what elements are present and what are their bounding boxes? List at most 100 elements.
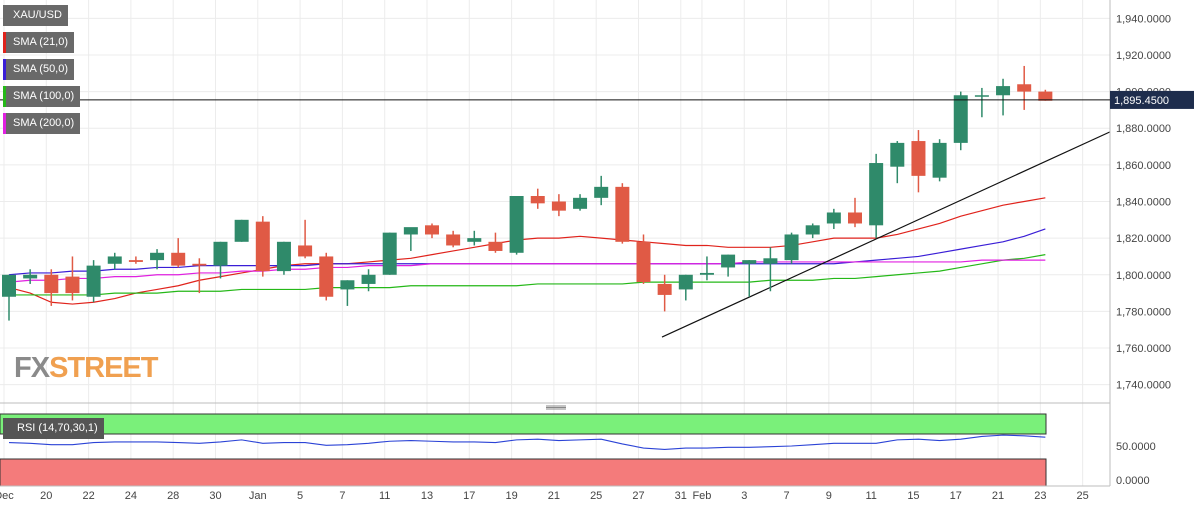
candle	[890, 141, 905, 184]
sma-line	[9, 254, 1046, 296]
x-tick-label: 25	[1077, 490, 1089, 502]
candle	[869, 153, 884, 239]
rsi-oversold-zone	[0, 458, 1047, 487]
candle-body	[403, 227, 418, 235]
x-tick-label: 19	[505, 490, 517, 502]
candle	[23, 269, 38, 284]
legend-item-sma-21[interactable]: SMA (21,0)	[3, 32, 75, 53]
candle	[1017, 65, 1032, 110]
candle	[319, 252, 334, 301]
candle-body	[234, 219, 249, 242]
candle	[678, 274, 693, 301]
legend-swatch	[3, 32, 6, 53]
candle	[721, 254, 736, 277]
x-tick-label: 5	[297, 490, 303, 502]
legend-item-sma-100[interactable]: SMA (100,0)	[3, 86, 81, 107]
candle	[446, 230, 461, 248]
y-tick-label: 1,820.0000	[1116, 233, 1171, 245]
candle-body	[636, 241, 651, 283]
candle	[298, 219, 313, 259]
y-tick-label: 1,800.0000	[1116, 270, 1171, 282]
candle-body	[699, 272, 714, 275]
candle-body	[530, 196, 545, 204]
candle	[1038, 89, 1053, 101]
candle	[573, 194, 588, 211]
y-tick-label: 1,880.0000	[1116, 123, 1171, 135]
candle	[86, 260, 101, 303]
logo-fx: FX	[14, 352, 50, 384]
fxstreet-logo: FXSTREET	[14, 352, 158, 385]
legend-swatch	[3, 59, 6, 80]
x-tick-label: 3	[741, 490, 747, 502]
x-tick-label: 22	[82, 490, 94, 502]
x-tick-label: 15	[907, 490, 919, 502]
y-tick-label: 1,940.0000	[1116, 13, 1171, 25]
rsi-zones	[0, 413, 1047, 487]
candle-body	[742, 260, 757, 264]
legend-label: SMA (200,0)	[13, 117, 75, 129]
candle-body	[784, 234, 799, 261]
sma-line	[8, 197, 1046, 305]
legend-item-sma-200[interactable]: SMA (200,0)	[3, 113, 81, 134]
x-tick-label: Jan	[249, 490, 267, 502]
x-tick-label: 23	[1034, 490, 1046, 502]
candle	[340, 280, 355, 306]
candle	[974, 87, 989, 118]
candle-body	[1017, 84, 1032, 92]
candle	[276, 241, 291, 275]
candle	[44, 269, 59, 306]
legend-item-sma-50[interactable]: SMA (50,0)	[3, 59, 75, 80]
candle	[361, 269, 376, 292]
legend-label: SMA (21,0)	[13, 36, 69, 48]
candle	[551, 194, 566, 217]
candle	[213, 241, 228, 279]
candle-body	[996, 86, 1011, 96]
x-tick-label: 11	[379, 490, 390, 502]
candles	[2, 65, 1053, 321]
legend-swatch	[3, 5, 6, 26]
candle-body	[953, 95, 968, 143]
legend-item-xauusd[interactable]: XAU/USD	[3, 5, 68, 26]
x-tick-label: 25	[590, 490, 602, 502]
candle-body	[848, 212, 862, 224]
rsi-line-group	[8, 434, 1046, 450]
sma-lines	[8, 197, 1046, 305]
candle	[848, 197, 862, 228]
candle-body	[361, 274, 376, 284]
candle	[467, 230, 482, 246]
candle	[699, 256, 714, 281]
rsi-axis-label: 0.0000	[1116, 475, 1150, 487]
sma-line	[8, 259, 1046, 283]
rsi-legend-item[interactable]: RSI (14,70,30,1)	[3, 418, 104, 439]
rsi-overbought-zone	[0, 413, 1047, 435]
legend-swatch	[3, 113, 6, 134]
trendline-group	[661, 131, 1111, 338]
x-tick-label: 17	[950, 490, 962, 502]
candle-body	[826, 212, 841, 224]
y-tick-label: 1,920.0000	[1116, 50, 1171, 62]
y-tick-label: 1,840.0000	[1116, 197, 1171, 209]
candle-body	[805, 225, 820, 235]
candle-body	[573, 197, 588, 209]
candle-body	[192, 263, 207, 266]
candle-body	[382, 232, 397, 275]
x-tick-label: Dec	[0, 490, 14, 502]
candle-body	[255, 221, 270, 272]
candle	[150, 249, 165, 270]
candle-body	[2, 274, 16, 297]
candle-body	[65, 276, 80, 294]
candle	[107, 252, 122, 270]
candle	[425, 223, 439, 239]
candle	[826, 208, 841, 229]
candle-body	[128, 260, 143, 262]
candle-body	[932, 142, 947, 178]
rsi-line	[8, 434, 1046, 450]
current-price-tag	[1110, 90, 1194, 109]
y-tick-label: 1,780.0000	[1116, 306, 1171, 318]
candle	[742, 260, 757, 297]
legend-label: SMA (100,0)	[13, 90, 75, 102]
candle-body	[340, 280, 355, 290]
candle-body	[23, 274, 38, 279]
